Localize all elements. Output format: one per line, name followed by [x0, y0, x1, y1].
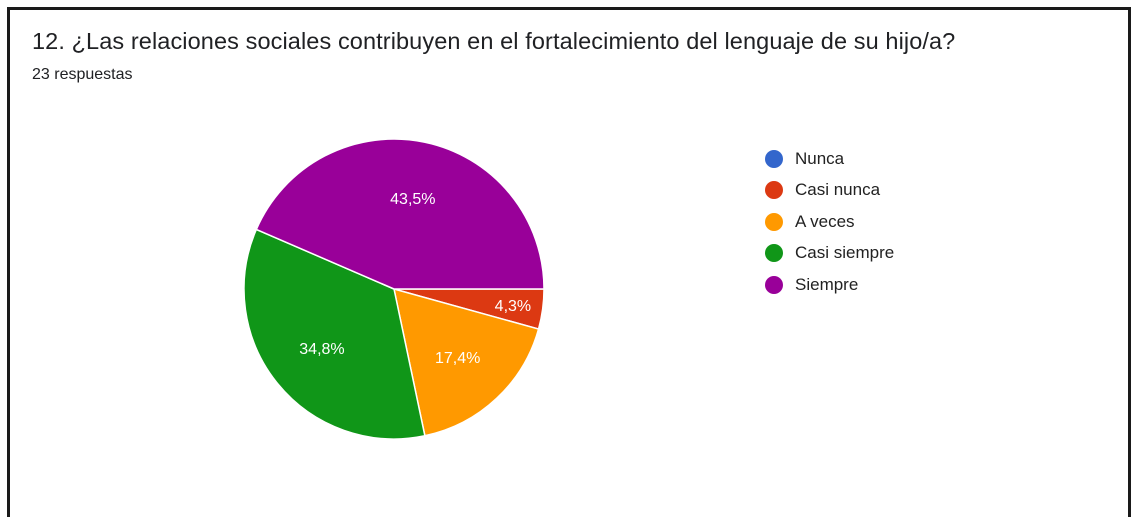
pie-slice-a-veces: [393, 287, 540, 437]
question-title: 12. ¿Las relaciones sociales contribuyen…: [32, 28, 956, 54]
legend-label: Casi nunca: [795, 180, 881, 200]
legend-item-nunca: Nunca: [765, 143, 894, 175]
legend-item-casi-nunca: Casi nunca: [765, 175, 894, 207]
pie-slice-casi-siempre: [243, 228, 426, 440]
legend-item-casi-siempre: Casi siempre: [765, 238, 894, 270]
slice-label-siempre: 43,5%: [390, 191, 435, 208]
legend-swatch: [765, 275, 783, 294]
legend-swatch: [765, 149, 783, 168]
legend-swatch: [765, 244, 783, 263]
slice-label-casi-siempre: 34,8%: [299, 341, 344, 358]
slice-label-casi-nunca: 4,3%: [495, 298, 531, 315]
legend-swatch: [765, 212, 783, 231]
response-summary-card: 12. ¿Las relaciones sociales contribuyen…: [7, 7, 1131, 517]
response-count: 23 respuestas: [32, 66, 133, 83]
pie-slice-siempre: [255, 138, 545, 290]
legend-item-siempre: Siempre: [765, 269, 894, 301]
slice-label-a-veces: 17,4%: [435, 350, 480, 367]
legend-label: A veces: [795, 211, 855, 231]
legend-label: Casi siempre: [795, 243, 895, 263]
chart-legend: Nunca Casi nunca A veces Casi siempre Siempr…: [765, 143, 894, 301]
legend-swatch: [765, 181, 783, 200]
pie-chart: 4,3% 17,4% 34,8% 43,5%: [243, 138, 545, 440]
legend-label: Siempre: [795, 274, 859, 294]
legend-label: Nunca: [795, 148, 845, 168]
legend-item-a-veces: A veces: [765, 206, 894, 238]
